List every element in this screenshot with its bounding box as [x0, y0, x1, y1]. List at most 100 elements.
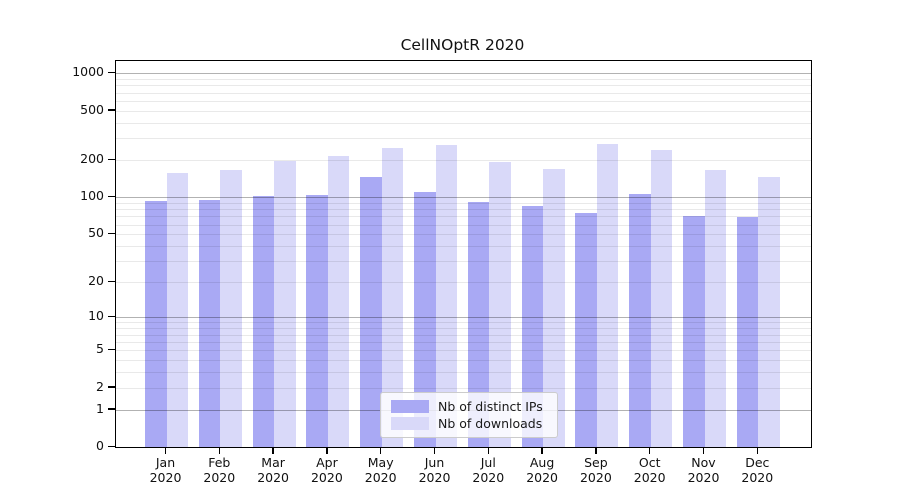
- bar-downloads-may: [381, 147, 404, 447]
- gridline-minor-90: [116, 202, 811, 204]
- gridline-minor-6: [116, 341, 811, 343]
- y-tick-50: [108, 232, 115, 235]
- plot-area: [115, 60, 812, 448]
- legend-label-downloads: Nb of downloads: [438, 416, 543, 431]
- bar-distinct-ips-aug: [521, 206, 544, 447]
- bar-distinct-ips-mar: [252, 195, 275, 447]
- x-tick-feb: [218, 447, 221, 454]
- y-tick-label-2: 2: [96, 378, 104, 394]
- bar-downloads-oct: [650, 149, 673, 447]
- x-tick-label-dec: Dec 2020: [741, 455, 774, 485]
- gridline-minor-600: [116, 100, 811, 102]
- x-tick-mar: [272, 447, 274, 454]
- x-tick-label-jun: Jun 2020: [418, 455, 451, 485]
- x-tick-jan: [164, 447, 167, 454]
- x-tick-label-mar: Mar 2020: [257, 455, 289, 485]
- bar-downloads-jun: [435, 144, 457, 447]
- bar-downloads-feb: [220, 170, 242, 447]
- y-tick-10: [108, 315, 115, 318]
- gridline-major-1000: [116, 73, 811, 75]
- bar-distinct-ips-may: [360, 177, 382, 447]
- bar-downloads-apr: [327, 155, 350, 447]
- legend-item-downloads: Nb of downloads: [391, 416, 547, 431]
- x-tick-label-apr: Apr 2020: [310, 455, 343, 485]
- x-tick-aug: [541, 447, 543, 454]
- gridline-minor-3: [116, 372, 811, 373]
- chart-title: CellNOptR 2020: [400, 36, 525, 54]
- y-tick-label-10: 10: [88, 308, 104, 324]
- bar-downloads-nov: [704, 170, 726, 447]
- y-tick-label-100: 100: [80, 188, 104, 204]
- legend-swatch-distinct-ips: [391, 400, 429, 413]
- y-tick-label-5: 5: [96, 341, 104, 357]
- gridline-minor-8: [116, 328, 811, 330]
- y-tick-200: [108, 158, 115, 161]
- x-tick-label-sep: Sep 2020: [579, 455, 612, 485]
- gridline-minor-200: [116, 160, 811, 162]
- x-tick-label-oct: Oct 2020: [633, 455, 666, 485]
- y-tick-label-1: 1: [96, 400, 104, 416]
- y-tick-100: [108, 195, 115, 198]
- legend: Nb of distinct IPs Nb of downloads: [380, 392, 558, 438]
- y-tick-label-1000: 1000: [72, 64, 104, 80]
- x-tick-label-jul: Jul 2020: [472, 455, 505, 485]
- bar-distinct-ips-jan: [145, 200, 167, 447]
- gridline-minor-5: [116, 350, 811, 352]
- bar-downloads-jan: [166, 173, 188, 447]
- bar-distinct-ips-nov: [683, 215, 705, 447]
- gridline-minor-500: [116, 110, 811, 112]
- y-tick-label-200: 200: [80, 151, 104, 167]
- y-tick-2: [108, 386, 115, 388]
- y-tick-label-20: 20: [88, 273, 104, 289]
- gridline-minor-20: [116, 282, 811, 284]
- gridline-minor-40: [116, 246, 811, 248]
- gridline-minor-7: [116, 334, 811, 336]
- bar-distinct-ips-sep: [575, 213, 597, 447]
- gridline-minor-30: [116, 261, 811, 263]
- gridline-minor-4: [116, 359, 811, 361]
- y-tick-1: [108, 408, 115, 410]
- bar-downloads-jul: [489, 161, 511, 447]
- y-tick-label-500: 500: [80, 101, 104, 117]
- gridline-major-100: [116, 197, 811, 199]
- legend-swatch-downloads: [391, 417, 429, 430]
- gridline-minor-400: [116, 122, 811, 124]
- bar-distinct-ips-dec: [736, 217, 759, 447]
- x-tick-label-may: May 2020: [364, 455, 397, 485]
- x-tick-nov: [702, 447, 705, 454]
- gridline-minor-800: [116, 85, 811, 87]
- y-tick-5: [108, 348, 115, 351]
- y-tick-0: [108, 445, 115, 447]
- bar-distinct-ips-jul: [467, 201, 490, 447]
- x-tick-oct: [648, 447, 651, 454]
- gridline-minor-60: [116, 224, 811, 226]
- y-tick-label-0: 0: [96, 438, 104, 453]
- y-tick-1000: [108, 71, 115, 74]
- bar-downloads-sep: [596, 143, 619, 447]
- gridline-minor-9: [116, 322, 811, 324]
- gridline-minor-300: [116, 138, 811, 140]
- gridline-minor-50: [116, 234, 811, 236]
- legend-label-distinct-ips: Nb of distinct IPs: [438, 399, 543, 414]
- bar-downloads-mar: [274, 160, 296, 447]
- bar-downloads-aug: [543, 168, 565, 447]
- x-tick-jun: [433, 447, 436, 454]
- bar-distinct-ips-jun: [414, 191, 436, 447]
- legend-item-distinct-ips: Nb of distinct IPs: [391, 399, 547, 414]
- x-tick-sep: [595, 447, 597, 454]
- x-tick-may: [379, 447, 382, 454]
- x-tick-label-feb: Feb 2020: [203, 455, 236, 485]
- y-tick-label-50: 50: [88, 225, 104, 241]
- x-tick-label-jan: Jan 2020: [149, 455, 182, 485]
- gridline-minor-2: [116, 387, 811, 389]
- x-tick-jul: [487, 447, 490, 454]
- gridline-minor-70: [116, 216, 811, 218]
- y-tick-500: [108, 109, 115, 111]
- x-tick-label-nov: Nov 2020: [687, 455, 720, 485]
- x-tick-dec: [756, 447, 759, 454]
- bar-distinct-ips-oct: [629, 194, 651, 447]
- bar-downloads-dec: [758, 177, 780, 447]
- y-tick-20: [108, 280, 115, 283]
- gridline-minor-900: [116, 78, 811, 80]
